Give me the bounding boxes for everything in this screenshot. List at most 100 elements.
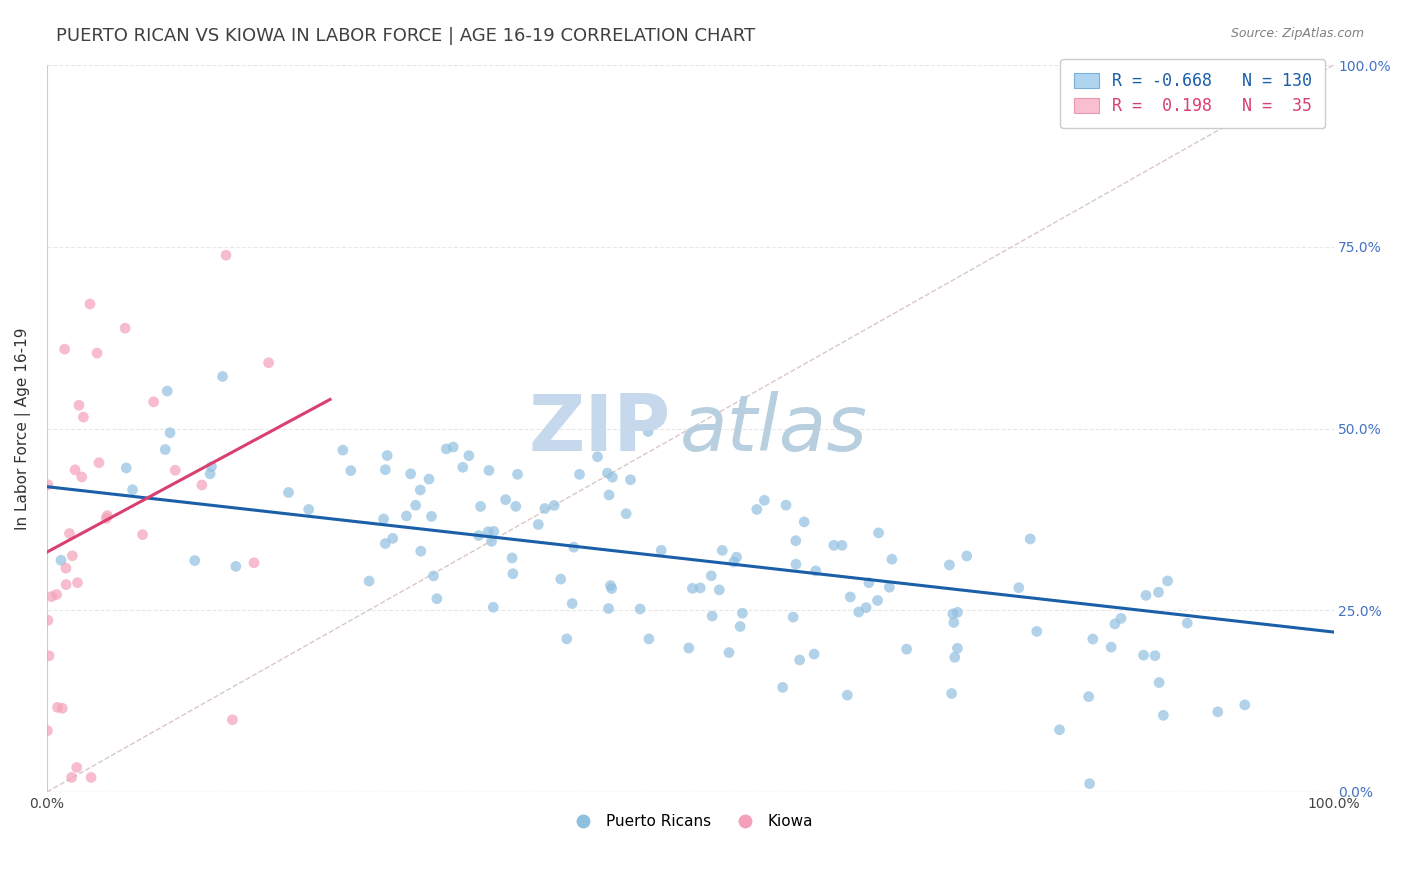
Point [131,527,153,541]
Point [191,478,214,492]
Point [183,553,205,567]
Point [470,500,492,514]
Point [831,538,853,552]
Point [602,470,624,484]
Point [598,601,620,615]
Point [1104,616,1126,631]
Point [37,613,59,627]
Point [718,646,741,660]
Point [80,771,103,785]
Point [596,466,619,480]
Point [880,552,903,566]
Point [956,549,979,563]
Point [55,561,77,575]
Point [868,525,890,540]
Point [482,524,505,539]
Y-axis label: In Labor Force | Age 16-19: In Labor Force | Age 16-19 [15,327,31,530]
Point [637,425,659,439]
Point [46,700,69,714]
Point [482,600,505,615]
Point [381,532,404,546]
Point [782,610,804,624]
Point [879,580,901,594]
Point [1019,532,1042,546]
Point [1081,632,1104,646]
Point [946,605,969,619]
Point [121,483,143,497]
Point [793,515,815,529]
Point [86,346,108,360]
Point [375,449,398,463]
Point [426,591,449,606]
Point [87,456,110,470]
Point [586,450,609,464]
Point [568,467,591,482]
Point [628,602,651,616]
Point [502,566,524,581]
Point [723,555,745,569]
Point [803,647,825,661]
Point [555,632,578,646]
Text: atlas: atlas [681,391,868,467]
Point [505,500,527,514]
Point [681,582,703,596]
Point [298,502,321,516]
Point [858,575,880,590]
Point [409,544,432,558]
Point [420,509,443,524]
Point [96,511,118,525]
Point [700,568,723,582]
Point [115,461,138,475]
Point [1078,777,1101,791]
Point [67,398,90,412]
Point [501,551,523,566]
Point [789,653,811,667]
Point [55,577,77,591]
Point [339,464,361,478]
Point [63,463,86,477]
Point [785,558,807,572]
Point [848,605,870,619]
Point [1135,588,1157,602]
Point [1143,648,1166,663]
Point [359,574,381,588]
Text: Source: ZipAtlas.com: Source: ZipAtlas.com [1230,27,1364,40]
Point [257,356,280,370]
Point [477,524,499,539]
Point [619,473,641,487]
Point [745,502,768,516]
Point [243,556,266,570]
Point [1008,581,1031,595]
Point [1152,708,1174,723]
Point [165,463,187,477]
Point [399,467,422,481]
Point [481,534,503,549]
Point [678,640,700,655]
Point [804,564,827,578]
Point [51,701,73,715]
Point [1099,640,1122,655]
Point [1025,624,1047,639]
Point [38,648,60,663]
Point [155,442,177,457]
Point [225,559,247,574]
Point [495,492,517,507]
Point [837,688,859,702]
Point [53,342,76,356]
Text: PUERTO RICAN VS KIOWA IN LABOR FORCE | AGE 16-19 CORRELATION CHART: PUERTO RICAN VS KIOWA IN LABOR FORCE | A… [56,27,755,45]
Point [941,686,963,700]
Point [942,607,965,621]
Point [614,507,637,521]
Point [946,641,969,656]
Point [543,499,565,513]
Point [37,477,59,491]
Point [72,410,94,425]
Point [96,508,118,523]
Point [41,590,63,604]
Text: ZIP: ZIP [529,391,671,467]
Point [775,498,797,512]
Point [409,483,432,497]
Point [159,425,181,440]
Point [534,501,557,516]
Point [458,449,481,463]
